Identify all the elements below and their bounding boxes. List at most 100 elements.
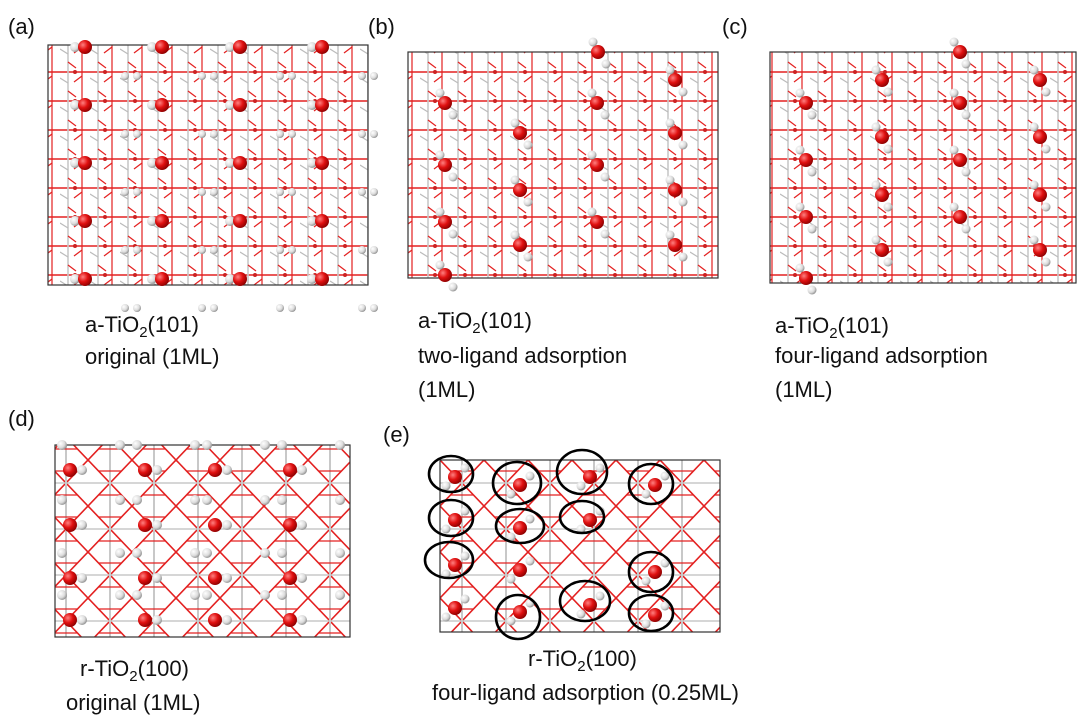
hydrogen-atom — [370, 188, 378, 196]
hydrogen-atom — [507, 490, 516, 499]
hydrogen-atom — [152, 615, 162, 625]
structure-panel — [55, 445, 350, 637]
hydrogen-atom — [277, 590, 287, 600]
hydrogen-atom — [132, 495, 142, 505]
hydrogen-atom — [190, 590, 200, 600]
hydrogen-atom — [358, 188, 366, 196]
hydrogen-atom — [950, 38, 959, 47]
oxygen-atom — [1033, 188, 1047, 202]
caption-material: a-TiO2(101) — [85, 312, 199, 341]
hydrogen-atom — [507, 617, 516, 626]
hydrogen-atom — [335, 495, 345, 505]
hydrogen-atom — [210, 188, 218, 196]
hydrogen-atom — [77, 520, 87, 530]
hydrogen-atom — [77, 615, 87, 625]
hydrogen-atom — [297, 520, 307, 530]
hydrogen-atom — [222, 573, 232, 583]
hydrogen-atom — [884, 145, 893, 154]
hydrogen-atom — [276, 246, 284, 254]
hydrogen-atom — [335, 548, 345, 558]
hydrogen-atom — [872, 181, 881, 190]
hydrogen-atom — [198, 130, 206, 138]
hydrogen-atom — [57, 548, 67, 558]
oxygen-atom — [208, 571, 222, 585]
hydrogen-atom — [524, 141, 533, 150]
hydrogen-atom — [370, 304, 378, 312]
oxygen-atom — [953, 45, 967, 59]
oxygen-atom — [668, 126, 682, 140]
hydrogen-atom — [121, 188, 129, 196]
oxygen-atom — [583, 470, 597, 484]
hydrogen-atom — [358, 72, 366, 80]
hydrogen-atom — [1042, 145, 1051, 154]
hydrogen-atom — [588, 208, 597, 217]
hydrogen-atom — [222, 520, 232, 530]
hydrogen-atom — [507, 575, 516, 584]
oxygen-atom — [648, 608, 662, 622]
hydrogen-atom — [436, 208, 445, 217]
hydrogen-atom — [449, 173, 458, 182]
hydrogen-atom — [277, 548, 287, 558]
oxygen-atom — [953, 96, 967, 110]
hydrogen-atom — [679, 198, 688, 207]
hydrogen-atom — [121, 246, 129, 254]
hydrogen-atom — [260, 590, 270, 600]
panel-label: (e) — [383, 422, 410, 447]
subscript: 2 — [577, 658, 585, 675]
text: (100) — [586, 646, 637, 671]
hydrogen-atom — [796, 203, 805, 212]
hydrogen-atom — [808, 168, 817, 177]
hydrogen-atom — [511, 119, 520, 128]
hydrogen-atom — [133, 72, 141, 80]
oxygen-atom — [668, 183, 682, 197]
oxygen-atom — [63, 518, 77, 532]
hydrogen-atom — [297, 465, 307, 475]
hydrogen-atom — [210, 246, 218, 254]
hydrogen-atom — [198, 246, 206, 254]
hydrogen-atom — [132, 440, 142, 450]
oxygen-atom — [953, 210, 967, 224]
hydrogen-atom — [577, 610, 586, 619]
oxygen-atom — [315, 272, 329, 286]
hydrogen-atom — [796, 89, 805, 98]
oxygen-atom — [155, 40, 169, 54]
text: (100) — [138, 656, 189, 681]
hydrogen-atom — [511, 176, 520, 185]
caption-line: original (1ML) — [66, 690, 201, 715]
hydrogen-atom — [288, 246, 296, 254]
hydrogen-atom — [222, 615, 232, 625]
hydrogen-atom — [526, 557, 535, 566]
hydrogen-atom — [524, 198, 533, 207]
hydrogen-atom — [57, 495, 67, 505]
hydrogen-atom — [277, 495, 287, 505]
oxygen-atom — [799, 271, 813, 285]
oxygen-atom — [78, 214, 92, 228]
hydrogen-atom — [588, 89, 597, 98]
oxygen-atom — [283, 613, 297, 627]
hydrogen-atom — [202, 440, 212, 450]
oxygen-atom — [1033, 243, 1047, 257]
text: r-TiO — [80, 656, 129, 681]
hydrogen-atom — [121, 130, 129, 138]
oxygen-atom — [513, 238, 527, 252]
oxygen-atom — [78, 40, 92, 54]
hydrogen-atom — [370, 72, 378, 80]
hydrogen-atom — [190, 440, 200, 450]
oxygen-atom — [208, 463, 222, 477]
oxygen-atom — [590, 215, 604, 229]
oxygen-atom — [438, 96, 452, 110]
oxygen-atom — [138, 613, 152, 627]
hydrogen-atom — [198, 188, 206, 196]
hydrogen-atom — [133, 130, 141, 138]
hydrogen-atom — [121, 72, 129, 80]
hydrogen-atom — [57, 590, 67, 600]
hydrogen-atom — [276, 72, 284, 80]
hydrogen-atom — [589, 38, 598, 47]
oxygen-atom — [208, 518, 222, 532]
oxygen-atom — [155, 214, 169, 228]
oxygen-atom — [138, 518, 152, 532]
hydrogen-atom — [796, 264, 805, 273]
oxygen-atom — [875, 73, 889, 87]
oxygen-atom — [283, 463, 297, 477]
hydrogen-atom — [133, 246, 141, 254]
